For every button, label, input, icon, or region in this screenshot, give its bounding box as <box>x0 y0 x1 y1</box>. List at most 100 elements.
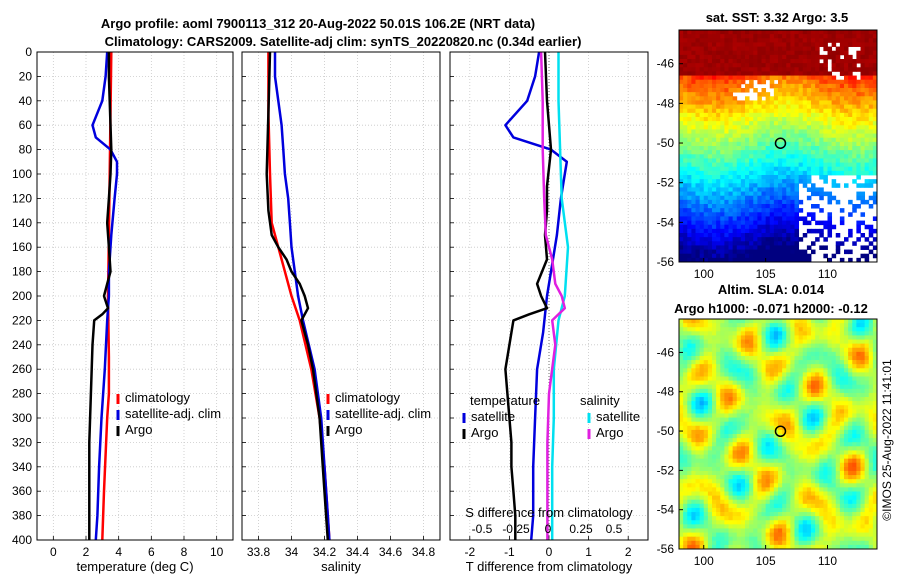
map-cell <box>683 372 688 377</box>
map-cell <box>732 503 738 509</box>
map-cell <box>827 499 833 505</box>
map-cell <box>728 63 734 68</box>
map-cell <box>740 331 746 336</box>
map-cell <box>691 183 696 188</box>
map-cell <box>769 446 775 451</box>
map-cell <box>819 458 824 464</box>
map-cell <box>745 187 750 192</box>
map-cell <box>728 470 734 476</box>
map-cell <box>868 491 874 497</box>
map-cell <box>823 446 828 451</box>
map-cell <box>815 162 820 168</box>
map-cell <box>782 220 787 226</box>
map-cell <box>778 117 783 122</box>
map-cell <box>860 491 866 497</box>
map-cell <box>740 104 746 110</box>
map-cell <box>811 108 816 114</box>
map-cell <box>712 397 717 402</box>
map-cell <box>827 417 833 423</box>
map-cell <box>683 104 688 110</box>
map-cell <box>699 104 705 110</box>
map-cell <box>823 100 828 105</box>
map-cell <box>728 96 734 101</box>
map-cell <box>695 42 701 47</box>
map-cell <box>823 343 828 349</box>
map-cell <box>811 158 816 163</box>
map-cell <box>740 503 746 509</box>
map-cell <box>712 380 717 386</box>
map-cell <box>679 401 684 406</box>
map-cell <box>864 335 870 340</box>
map-cell <box>848 491 853 497</box>
map-cell <box>736 434 742 439</box>
map-cell <box>835 96 841 101</box>
map-cell <box>745 475 750 480</box>
map-cell <box>740 170 746 176</box>
map-cell <box>794 38 800 43</box>
map-cell <box>757 442 762 447</box>
map-cell <box>798 491 804 497</box>
map-cell <box>724 96 729 101</box>
map-cell <box>683 141 688 147</box>
map-cell <box>712 220 717 226</box>
map-cell <box>720 187 725 192</box>
map-cell <box>848 129 853 134</box>
map-cell <box>802 63 808 68</box>
x-tick-label: 2 <box>83 545 90 559</box>
map-cell <box>712 347 717 353</box>
map-cell <box>707 108 713 114</box>
map-cell <box>691 199 696 205</box>
map-cell <box>749 409 754 414</box>
map-cell <box>815 487 820 492</box>
map-cell <box>691 425 696 431</box>
map-cell <box>852 425 857 431</box>
map-cell <box>852 401 857 406</box>
map-cell <box>703 46 709 52</box>
map-cell <box>699 339 705 345</box>
map-cell <box>827 83 833 89</box>
map-cell <box>683 162 688 168</box>
map-cell <box>786 199 791 205</box>
map-cell <box>740 397 746 402</box>
map-cell <box>691 360 696 365</box>
map-cell <box>732 137 738 143</box>
map-cell <box>852 364 857 369</box>
map-cell <box>872 150 878 155</box>
map-cell <box>765 351 771 357</box>
map-cell <box>699 71 705 76</box>
map-cell <box>683 331 688 336</box>
map-cell <box>839 83 845 89</box>
map-cell <box>786 438 791 443</box>
map-cell <box>794 104 800 110</box>
map-cell <box>695 483 701 488</box>
map-cell <box>679 166 684 172</box>
map-cell <box>806 96 812 101</box>
map-cell <box>798 417 804 423</box>
map-cell <box>811 319 816 324</box>
map-cell <box>835 409 841 414</box>
map-cell <box>864 434 870 439</box>
map-cell <box>687 42 692 47</box>
map-cell <box>844 54 849 60</box>
map-cell <box>695 162 701 168</box>
map-cell <box>794 483 800 488</box>
map-cell <box>872 499 878 505</box>
map-cell <box>707 42 713 47</box>
map-cell <box>765 421 771 427</box>
map-cell <box>811 112 816 118</box>
map-cell <box>852 241 857 246</box>
map-cell <box>852 343 857 349</box>
map-cell <box>806 59 812 64</box>
map-cell <box>819 347 824 353</box>
map-cell <box>786 491 791 497</box>
map-cell <box>703 42 709 47</box>
map-cell <box>691 170 696 176</box>
map-cell <box>691 137 696 143</box>
map-cell <box>720 208 725 213</box>
map-cell <box>806 376 812 382</box>
map-cell <box>811 88 816 93</box>
map-cell <box>691 253 696 259</box>
map-cell <box>827 108 833 114</box>
map-cell <box>786 425 791 431</box>
map-cell <box>819 133 824 139</box>
